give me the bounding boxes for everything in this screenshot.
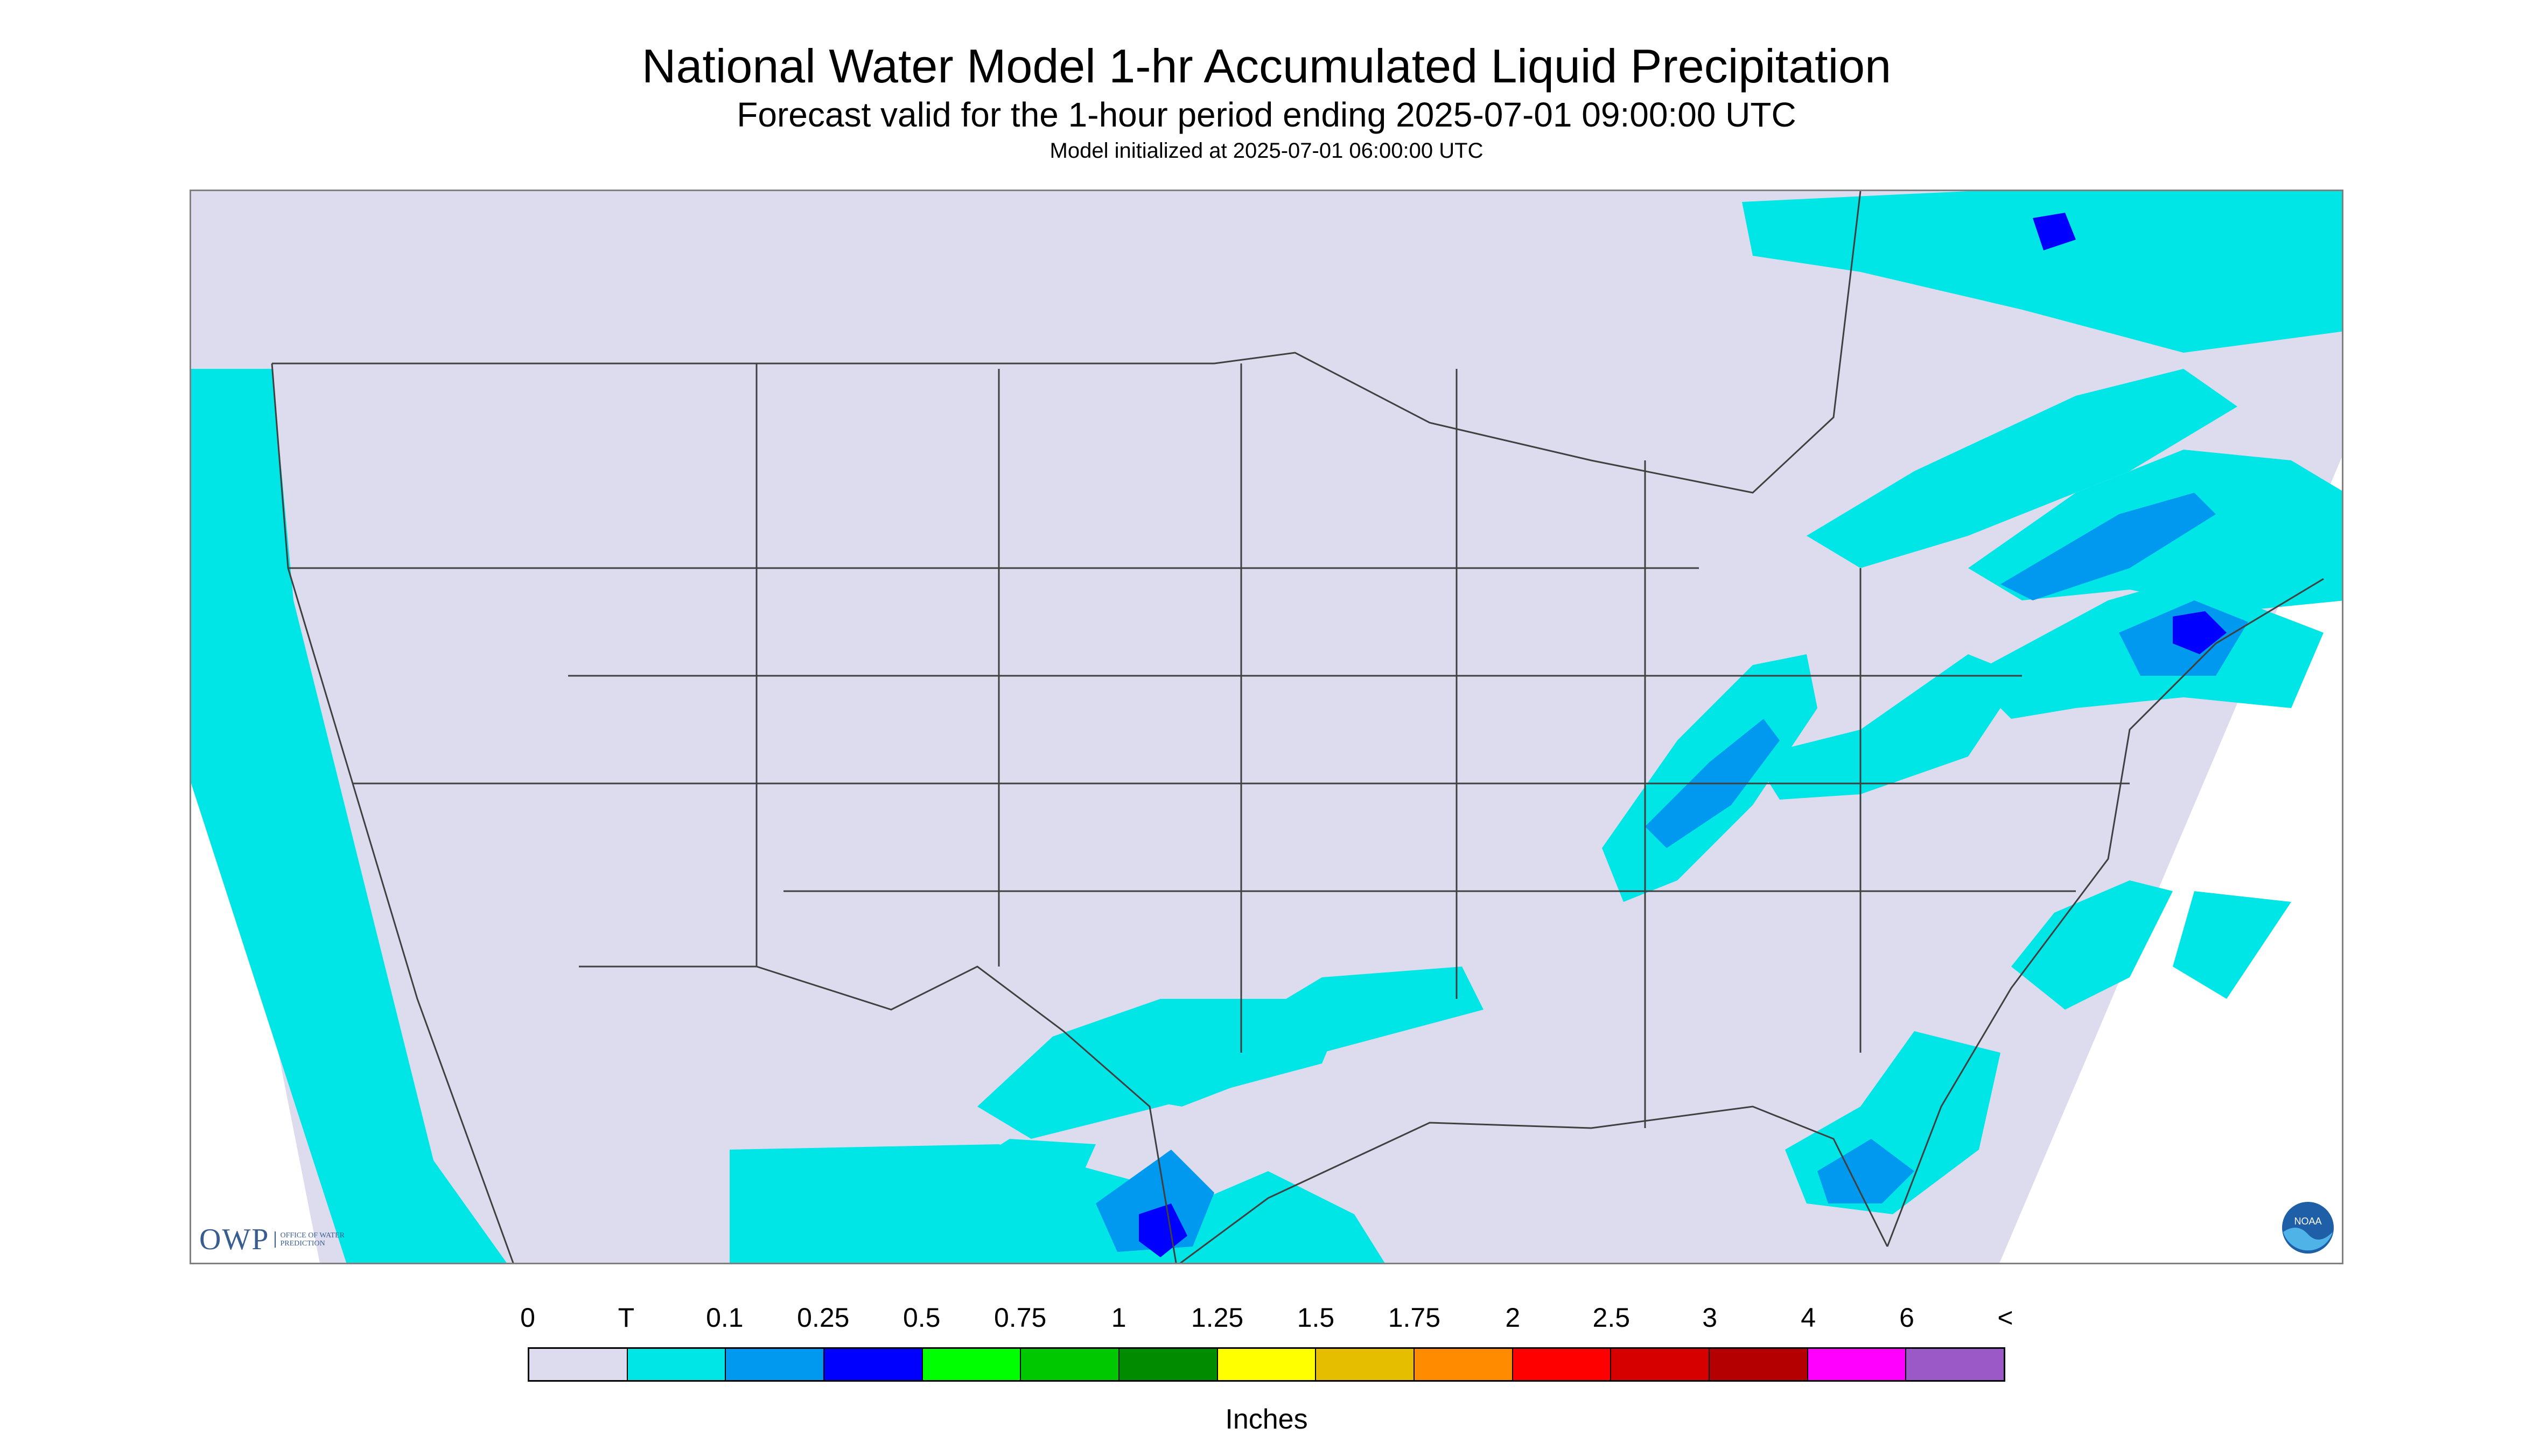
legend-swatch bbox=[824, 1349, 923, 1380]
legend-tick-label: 0.1 bbox=[706, 1303, 744, 1333]
legend-tick-label: 2 bbox=[1505, 1303, 1521, 1333]
legend-swatch bbox=[1906, 1349, 2004, 1380]
legend-tick-label: 0.5 bbox=[902, 1303, 941, 1333]
legend-swatch bbox=[1021, 1349, 1120, 1380]
owp-logo-mark: OWP bbox=[199, 1223, 270, 1256]
new-mexico-band bbox=[934, 1139, 1096, 1214]
texas-coast-core bbox=[1096, 1150, 1214, 1252]
canada-north-rain bbox=[1742, 191, 2342, 353]
atlantic-cells bbox=[2173, 891, 2291, 999]
legend-swatch bbox=[1611, 1349, 1710, 1380]
legend-swatch bbox=[529, 1349, 628, 1380]
legend-swatch bbox=[1415, 1349, 1513, 1380]
precipitation-map bbox=[190, 190, 2343, 1264]
legend-tick-label: < bbox=[1997, 1303, 2013, 1333]
map-svg bbox=[191, 191, 2342, 1263]
ohio-valley-band bbox=[1753, 654, 2022, 800]
legend-tick-label: 1 bbox=[1111, 1303, 1126, 1333]
legend-tick-label: 0.25 bbox=[797, 1303, 850, 1333]
legend-tick-label: 1.5 bbox=[1297, 1303, 1335, 1333]
state-borders bbox=[271, 191, 2324, 1263]
legend-units: Inches bbox=[1225, 1404, 1308, 1435]
legend-swatch bbox=[1710, 1349, 1808, 1380]
legend-tick-label: 0 bbox=[520, 1303, 535, 1333]
quebec-heavy-core bbox=[2033, 213, 2076, 250]
legend-tick-label: 2.5 bbox=[1592, 1303, 1631, 1333]
south-plains-band bbox=[1117, 967, 1484, 1107]
legend-swatch bbox=[1316, 1349, 1415, 1380]
atlantic-coast bbox=[1886, 578, 2324, 1247]
nyc-heavy-core bbox=[2173, 611, 2227, 654]
southeast-coast-band bbox=[2011, 880, 2173, 1010]
northeast-core bbox=[2000, 493, 2216, 600]
pacific-nw-rain bbox=[191, 385, 283, 633]
florida-core bbox=[1817, 1139, 1914, 1203]
canada-border bbox=[272, 191, 1862, 494]
legend-tick-label: 3 bbox=[1702, 1303, 1718, 1333]
legend-tick-label: 6 bbox=[1899, 1303, 1914, 1333]
legend-color-bar bbox=[528, 1347, 2005, 1382]
legend-swatch bbox=[1808, 1349, 1907, 1380]
precip-heavy-layer bbox=[1139, 213, 2227, 1257]
legend-tick-label: 4 bbox=[1801, 1303, 1816, 1333]
south-texas-cells bbox=[1193, 1171, 1385, 1263]
model-init-line: Model initialized at 2025-07-01 06:00:00… bbox=[1049, 139, 1484, 163]
map-title: National Water Model 1-hr Accumulated Li… bbox=[641, 39, 1892, 93]
legend-tick-label: 1.25 bbox=[1191, 1303, 1244, 1333]
noaa-logo-text: NOAA bbox=[2294, 1216, 2321, 1227]
great-lakes-band bbox=[1807, 369, 2237, 568]
legend-swatch bbox=[922, 1349, 1021, 1380]
legend-swatch bbox=[726, 1349, 825, 1380]
texas-heavy-core bbox=[1139, 1203, 1187, 1257]
owp-logo-text: OFFICE OF WATER PREDICTION bbox=[275, 1231, 355, 1248]
legend-swatch bbox=[1513, 1349, 1612, 1380]
noaa-logo-icon: NOAA bbox=[2282, 1202, 2334, 1254]
legend-swatch bbox=[627, 1349, 726, 1380]
legend-tick-label: 1.75 bbox=[1388, 1303, 1441, 1333]
gulf-coast bbox=[1179, 1105, 1888, 1263]
legend-swatch bbox=[1217, 1349, 1317, 1380]
map-domain bbox=[191, 191, 2342, 1263]
map-subtitle: Forecast valid for the 1-hour period end… bbox=[737, 95, 1796, 134]
legend-tick-label: 0.75 bbox=[993, 1303, 1047, 1333]
legend-tick-label: T bbox=[618, 1303, 635, 1333]
legend-swatch bbox=[1119, 1349, 1218, 1380]
pacific-rain bbox=[191, 369, 507, 1263]
owp-logo: OWP OFFICE OF WATER PREDICTION bbox=[199, 1223, 355, 1256]
